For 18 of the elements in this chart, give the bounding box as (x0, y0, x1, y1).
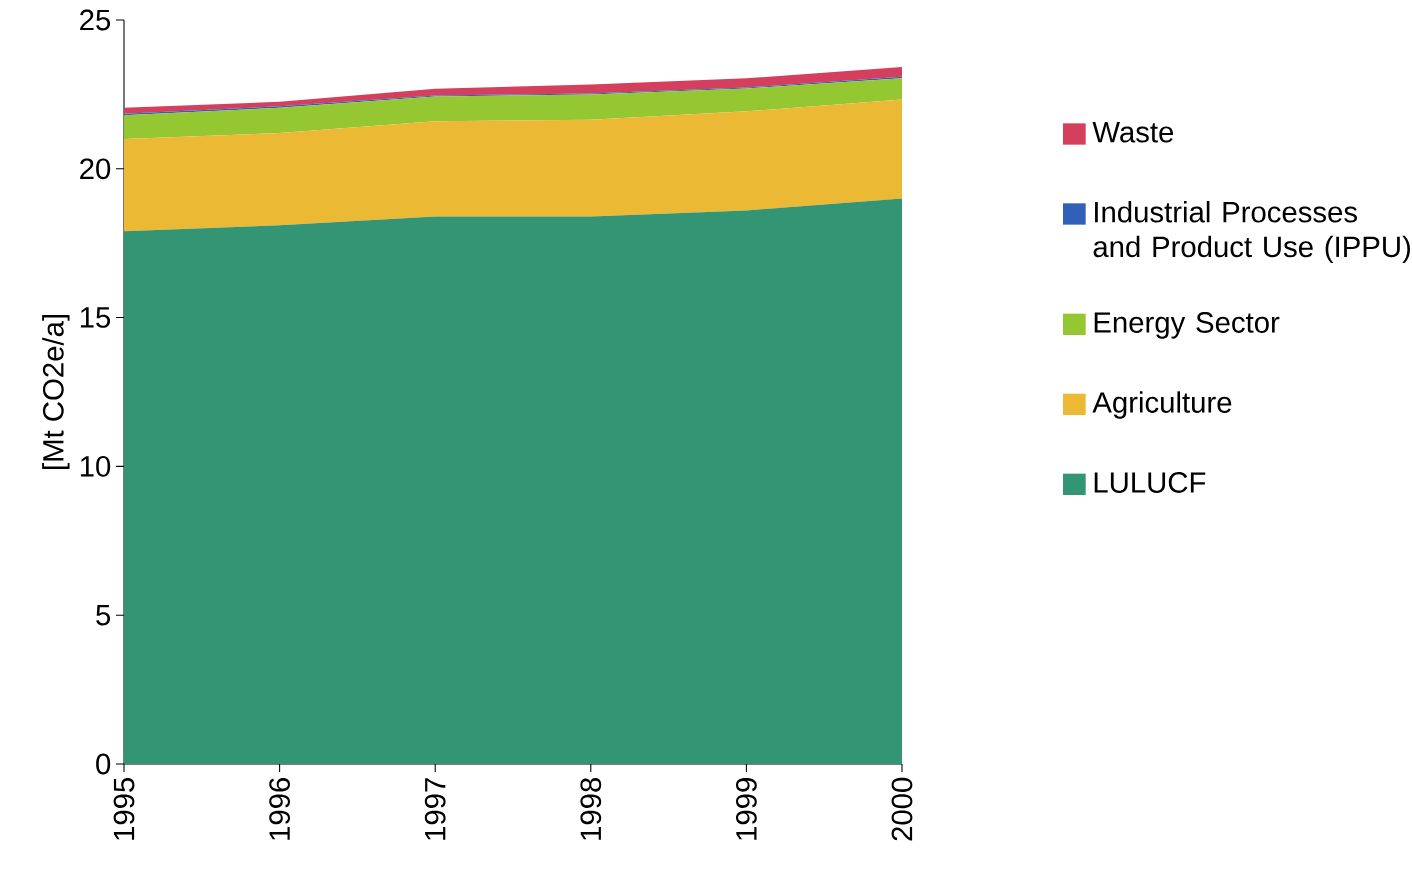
legend-label: Industrial Processes and Product Use (IPPU) (1093, 200, 1410, 263)
y-tick-label: 0 (96, 753, 111, 775)
x-tick-label: 1996 (269, 777, 290, 840)
legend-label: Agriculture (1092, 391, 1232, 419)
y-tick-label: 5 (96, 604, 111, 626)
x-tick-label: 1998 (580, 777, 602, 840)
y-tick-label: 25 (80, 9, 111, 31)
x-tick-label: 1999 (736, 778, 757, 840)
x-tick-label: 2000 (891, 777, 913, 841)
y-tick-label: 20 (80, 158, 111, 180)
legend-label: Energy Sector (1094, 312, 1280, 339)
y-tick-label: 10 (80, 455, 111, 477)
x-tick-label: 1995 (113, 777, 135, 840)
x-tick-label: 1997 (424, 778, 446, 840)
legend-label: LULUCF (1094, 472, 1206, 493)
legend-label: Waste (1092, 122, 1174, 143)
y-tick-label: 15 (80, 307, 111, 328)
y-axis-title: [Mt CO2e/a] (42, 315, 70, 469)
